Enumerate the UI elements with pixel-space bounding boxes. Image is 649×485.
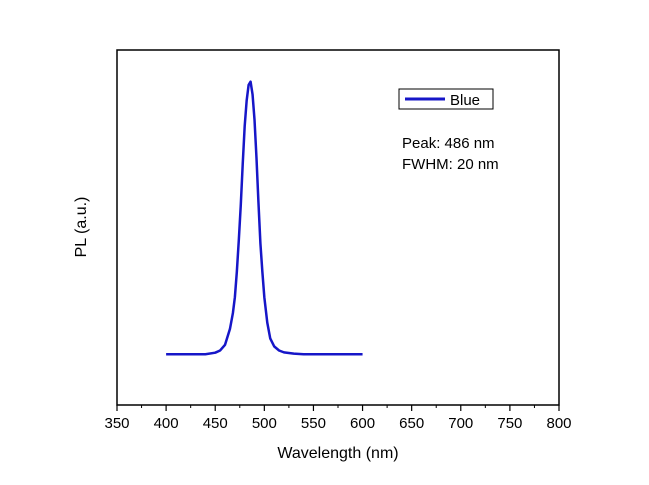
x-axis-title: Wavelength (nm) — [277, 445, 398, 462]
x-tick-label: 700 — [448, 415, 473, 432]
x-tick-label: 750 — [497, 415, 522, 432]
x-tick-label: 550 — [301, 415, 326, 432]
x-tick-label: 400 — [154, 415, 179, 432]
x-tick-label: 500 — [252, 415, 277, 432]
y-axis-title: PL (a.u.) — [73, 197, 90, 258]
legend: Blue — [398, 88, 494, 110]
fwhm-annotation: FWHM: 20 nm — [402, 156, 499, 173]
series-layer — [166, 80, 363, 356]
peak-annotation: Peak: 486 nm — [402, 135, 495, 152]
x-tick-label: 650 — [399, 415, 424, 432]
legend-box — [398, 88, 494, 110]
x-tick-label: 600 — [350, 415, 375, 432]
series-line-blue — [166, 80, 363, 356]
legend-label: Blue — [450, 92, 480, 109]
x-tick-label: 350 — [104, 415, 129, 432]
x-axis-ticks: 350 400 450 500 550 600 650 700 750 800 — [104, 405, 572, 432]
x-tick-label: 450 — [203, 415, 228, 432]
x-tick-label: 800 — [546, 415, 571, 432]
